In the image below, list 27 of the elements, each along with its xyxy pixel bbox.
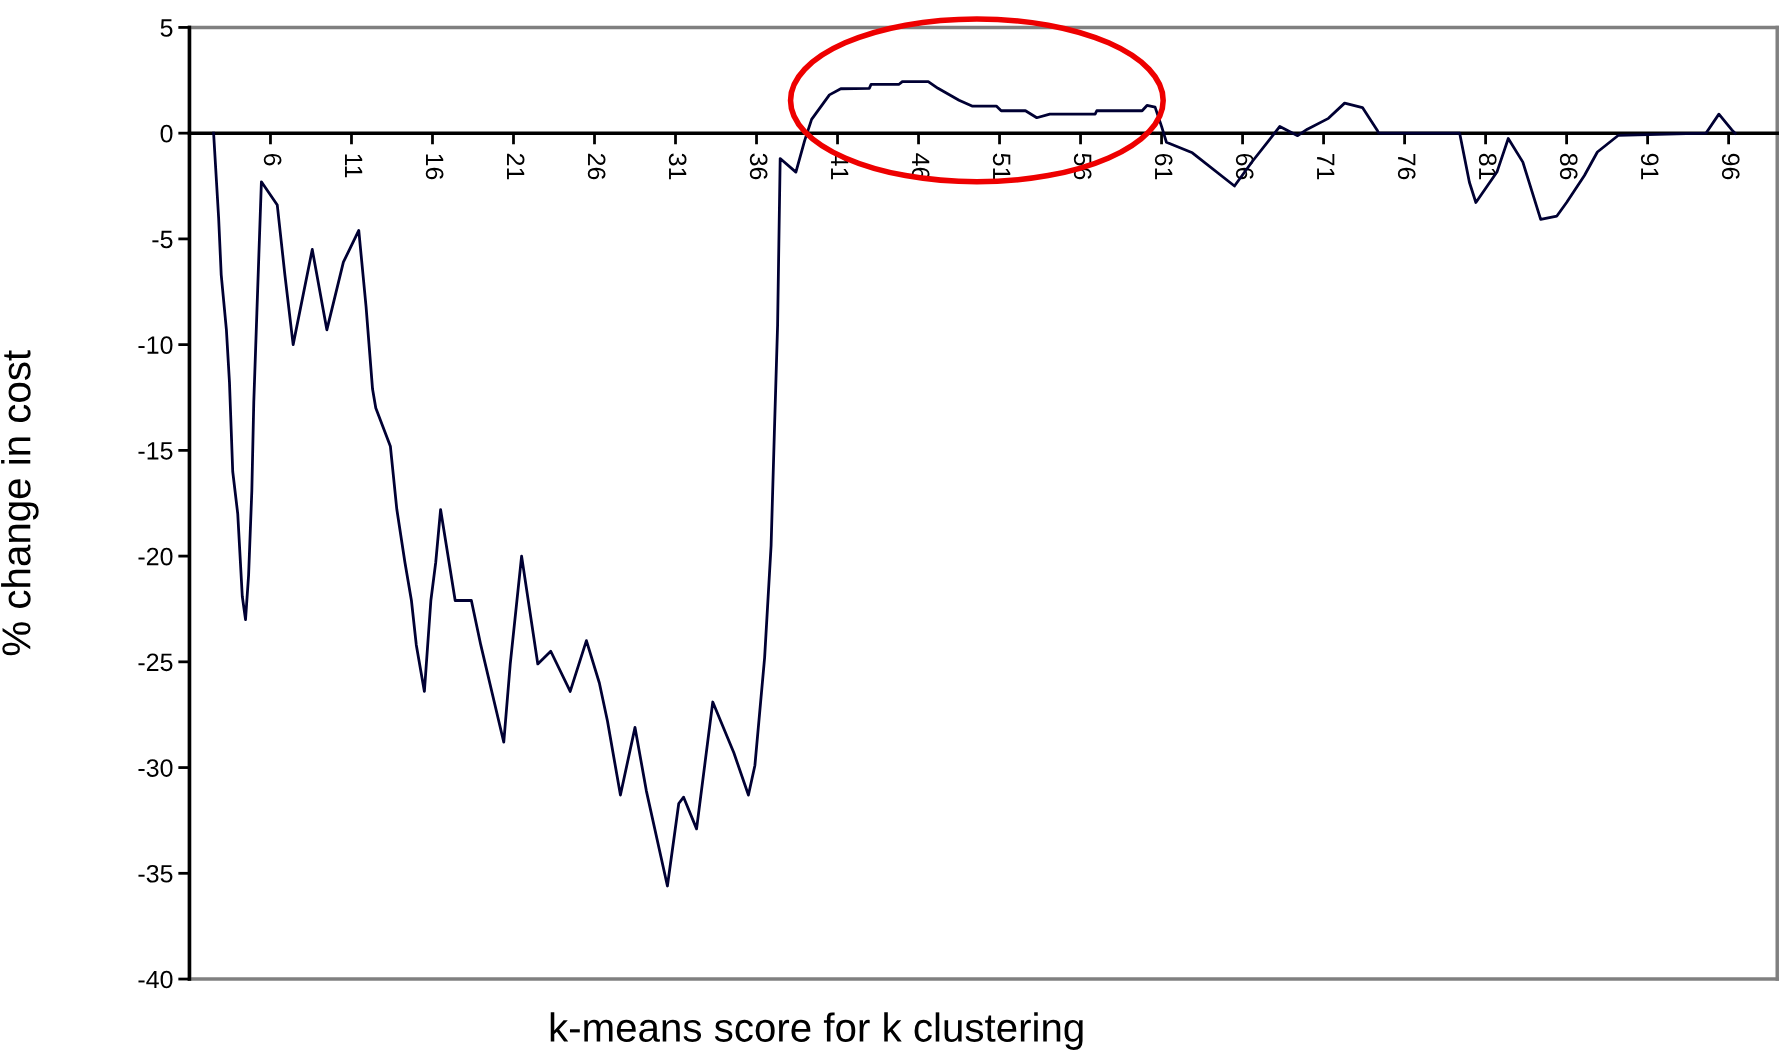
x-tick-label: 91 xyxy=(1640,153,1659,180)
x-tick-label: 21 xyxy=(507,153,525,180)
y-tick-label: -25 xyxy=(138,653,173,672)
y-tick-label: -5 xyxy=(152,230,173,249)
x-tick-label: 31 xyxy=(668,153,687,180)
x-tick-label: 71 xyxy=(1317,153,1335,180)
x-tick-label: 11 xyxy=(345,154,363,178)
y-tick-label: -40 xyxy=(138,970,173,989)
y-tick-label: -10 xyxy=(138,336,173,354)
y-tick-label: -20 xyxy=(138,547,173,566)
y-tick-label: 0 xyxy=(160,124,173,143)
x-axis-title: k-means score for k clustering xyxy=(550,1012,1083,1050)
x-tick-label: 51 xyxy=(992,153,1011,180)
x-tick-label: 76 xyxy=(1397,153,1416,180)
y-tick-label: -35 xyxy=(138,864,173,883)
y-tick-label: 5 xyxy=(160,19,173,37)
x-tick-label: 61 xyxy=(1154,153,1173,180)
x-tick-label: 16 xyxy=(425,154,444,180)
x-tick-label: 86 xyxy=(1559,153,1578,180)
x-tick-label: 36 xyxy=(749,153,768,180)
x-tick-label: 81 xyxy=(1478,153,1497,180)
y-tick-label: -30 xyxy=(138,759,173,777)
x-tick-label: 26 xyxy=(587,153,606,180)
x-tick-label: 6 xyxy=(263,153,282,166)
y-tick-label: -15 xyxy=(138,442,173,460)
x-tick-label: 96 xyxy=(1721,153,1740,180)
y-axis-title: % change in cost xyxy=(1,350,39,656)
